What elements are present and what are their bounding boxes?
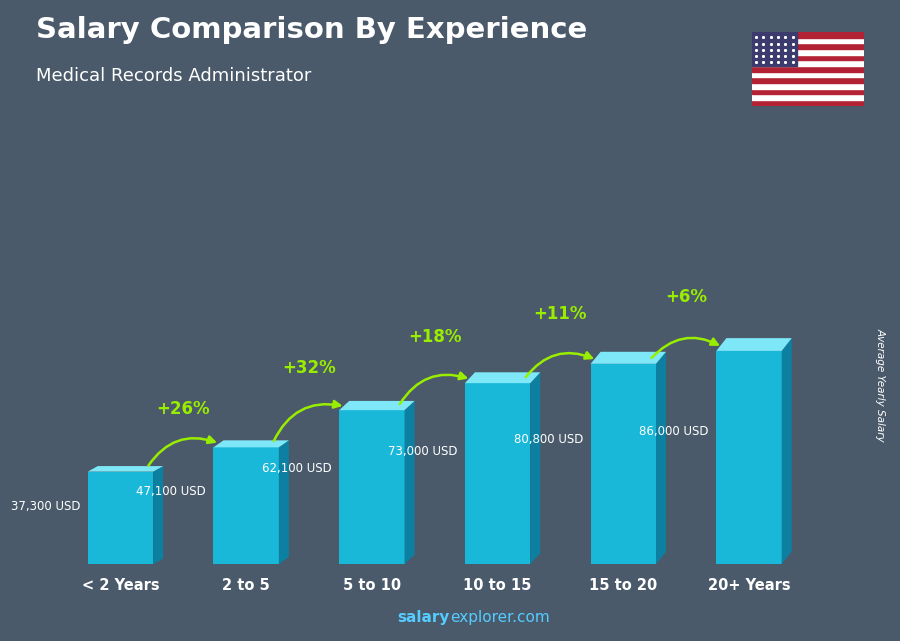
- Text: Salary Comparison By Experience: Salary Comparison By Experience: [36, 16, 587, 44]
- Text: +32%: +32%: [282, 359, 336, 377]
- Bar: [590, 364, 656, 564]
- Text: 86,000 USD: 86,000 USD: [639, 426, 709, 438]
- Bar: [752, 54, 864, 60]
- Text: 37,300 USD: 37,300 USD: [11, 500, 80, 513]
- Polygon shape: [339, 401, 415, 410]
- Bar: [752, 44, 864, 49]
- Polygon shape: [656, 352, 666, 564]
- Bar: [752, 32, 864, 38]
- Text: Medical Records Administrator: Medical Records Administrator: [36, 67, 311, 85]
- Polygon shape: [213, 440, 289, 447]
- Polygon shape: [590, 352, 666, 364]
- Bar: [752, 100, 864, 106]
- Bar: [752, 60, 864, 66]
- Bar: [752, 83, 864, 88]
- Bar: [465, 383, 530, 564]
- Text: 47,100 USD: 47,100 USD: [136, 485, 206, 498]
- Text: 62,100 USD: 62,100 USD: [262, 462, 331, 475]
- Text: explorer.com: explorer.com: [450, 610, 550, 625]
- Text: salary: salary: [398, 610, 450, 625]
- Text: +6%: +6%: [665, 288, 707, 306]
- Text: +26%: +26%: [157, 399, 210, 417]
- Bar: [752, 94, 864, 100]
- Text: Average Yearly Salary: Average Yearly Salary: [875, 328, 886, 442]
- Polygon shape: [153, 466, 163, 564]
- Polygon shape: [530, 372, 540, 564]
- Bar: [716, 351, 782, 564]
- Text: +18%: +18%: [408, 328, 462, 346]
- Text: +11%: +11%: [534, 305, 587, 323]
- Polygon shape: [279, 440, 289, 564]
- Bar: [339, 410, 404, 564]
- Polygon shape: [404, 401, 415, 564]
- Bar: [752, 88, 864, 94]
- Text: 80,800 USD: 80,800 USD: [514, 433, 583, 446]
- Bar: [752, 72, 864, 78]
- Bar: [87, 472, 153, 564]
- Bar: [752, 38, 864, 44]
- Polygon shape: [716, 338, 792, 351]
- Polygon shape: [782, 338, 792, 564]
- Polygon shape: [465, 372, 540, 383]
- Bar: [752, 49, 864, 54]
- Bar: [213, 447, 279, 564]
- Polygon shape: [87, 466, 163, 472]
- Bar: [752, 66, 864, 72]
- Bar: [752, 32, 796, 66]
- Text: 73,000 USD: 73,000 USD: [388, 445, 457, 458]
- Bar: [752, 78, 864, 83]
